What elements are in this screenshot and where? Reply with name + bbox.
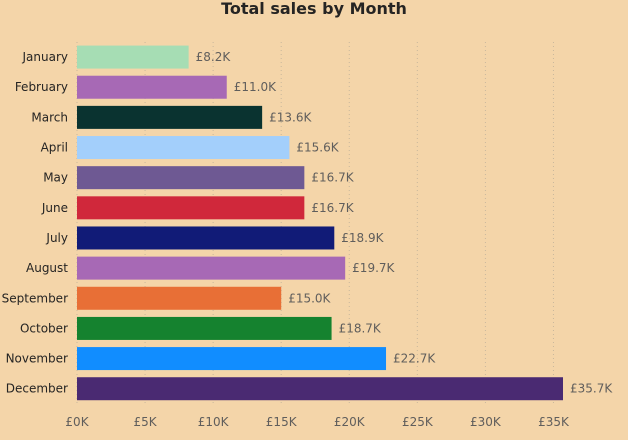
x-tick-label: £10K bbox=[198, 415, 230, 429]
category-label: May bbox=[43, 171, 68, 185]
category-label: June bbox=[41, 201, 68, 215]
category-label: July bbox=[45, 231, 68, 245]
data-label: £18.9K bbox=[341, 231, 384, 245]
category-label: January bbox=[22, 50, 69, 64]
bar bbox=[77, 136, 290, 160]
x-tick-label: £20K bbox=[334, 415, 366, 429]
bar bbox=[77, 105, 263, 129]
data-label: £15.6K bbox=[296, 141, 339, 155]
chart-title: Total sales by Month bbox=[221, 0, 407, 18]
bar bbox=[77, 347, 387, 371]
data-label: £11.0K bbox=[234, 80, 277, 94]
data-label: £15.0K bbox=[288, 291, 331, 305]
bar bbox=[77, 256, 346, 280]
category-label: August bbox=[26, 261, 68, 275]
x-tick-label: £25K bbox=[402, 415, 434, 429]
data-label: £8.2K bbox=[196, 50, 232, 64]
bar bbox=[77, 75, 227, 99]
data-label: £18.7K bbox=[339, 321, 382, 335]
x-tick-label: £30K bbox=[470, 415, 502, 429]
x-tick-label: £0K bbox=[65, 415, 89, 429]
bar bbox=[77, 226, 335, 250]
category-label: February bbox=[15, 80, 68, 94]
data-label: £13.6K bbox=[269, 110, 312, 124]
category-label: March bbox=[31, 110, 68, 124]
x-tick-label: £35K bbox=[538, 415, 570, 429]
category-label: April bbox=[41, 141, 68, 155]
data-label: £35.7K bbox=[570, 382, 613, 396]
bar bbox=[77, 377, 563, 401]
x-tick-label: £15K bbox=[266, 415, 298, 429]
bar bbox=[77, 45, 189, 69]
data-label: £16.7K bbox=[311, 171, 354, 185]
data-label: £16.7K bbox=[311, 201, 354, 215]
category-label: September bbox=[2, 291, 68, 305]
bar bbox=[77, 196, 305, 220]
category-label: November bbox=[6, 352, 68, 366]
bar bbox=[77, 316, 332, 340]
category-label: December bbox=[6, 382, 68, 396]
bar bbox=[77, 286, 282, 310]
data-label: £22.7K bbox=[393, 352, 436, 366]
x-tick-label: £5K bbox=[133, 415, 157, 429]
category-label: October bbox=[20, 321, 68, 335]
bar bbox=[77, 166, 305, 190]
data-label: £19.7K bbox=[352, 261, 395, 275]
